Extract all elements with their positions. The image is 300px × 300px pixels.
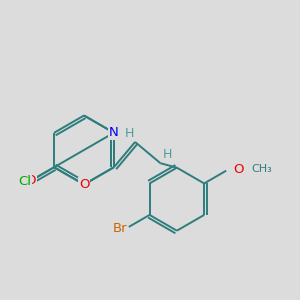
Text: Cl: Cl bbox=[18, 175, 31, 188]
Text: O: O bbox=[79, 178, 89, 191]
Text: O: O bbox=[234, 163, 244, 176]
Text: H: H bbox=[125, 127, 134, 140]
Text: CH₃: CH₃ bbox=[252, 164, 272, 174]
Text: Br: Br bbox=[112, 222, 127, 235]
Text: N: N bbox=[109, 126, 119, 139]
Text: O: O bbox=[26, 174, 36, 187]
Text: H: H bbox=[162, 148, 172, 161]
